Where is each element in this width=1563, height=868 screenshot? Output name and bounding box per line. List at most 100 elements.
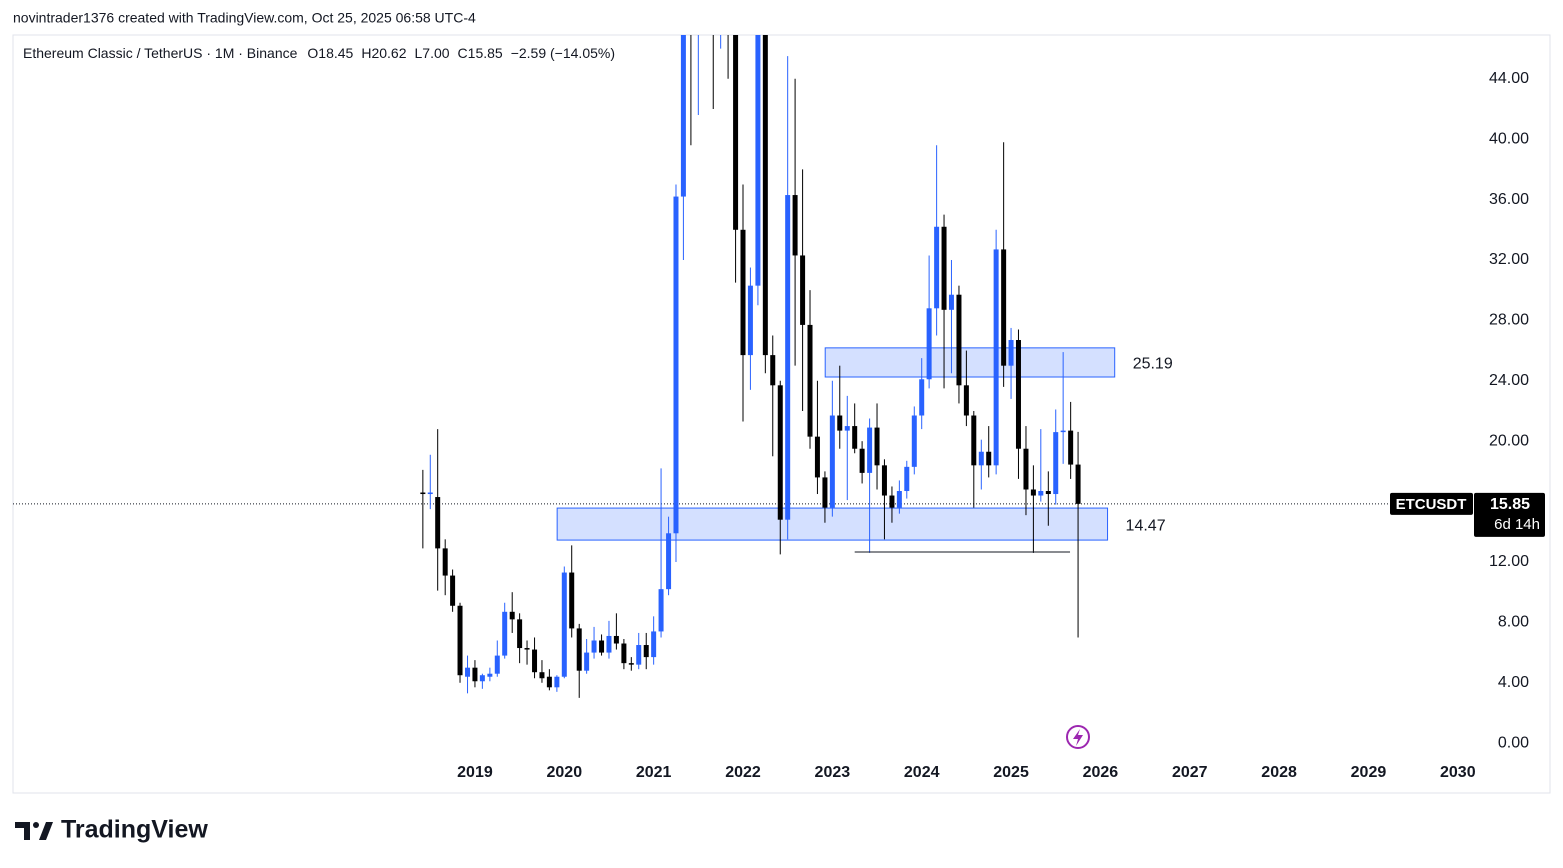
candle-body xyxy=(651,631,657,658)
candle-body xyxy=(628,663,634,665)
candle-body xyxy=(599,640,605,653)
candle-body xyxy=(591,640,597,653)
candle-body xyxy=(658,589,664,632)
y-tick-label: 20.00 xyxy=(1489,432,1529,449)
x-tick-label: 2029 xyxy=(1351,764,1387,781)
candle-body xyxy=(1045,491,1051,495)
candle-body xyxy=(726,0,731,18)
x-tick-label: 2030 xyxy=(1440,764,1476,781)
symbol-tag xyxy=(1390,492,1473,515)
price-tag-label: 15.85 xyxy=(1490,496,1530,513)
overlay: 0.004.008.0012.0016.0020.0024.0028.0032.… xyxy=(457,70,1545,781)
candle-body xyxy=(777,385,783,520)
candle-body xyxy=(569,572,575,629)
event-icon[interactable] xyxy=(1066,725,1090,749)
symbol-tag-label: ETCUSDT xyxy=(1396,496,1467,513)
candle-body xyxy=(643,645,649,658)
y-tick-label: 24.00 xyxy=(1489,372,1529,389)
candle-body xyxy=(978,451,984,466)
candle-body xyxy=(986,451,992,466)
candle-body xyxy=(792,195,798,256)
x-tick-label: 2028 xyxy=(1261,764,1297,781)
candle-body xyxy=(919,379,925,416)
candle-body xyxy=(785,195,791,520)
brand: TradingView xyxy=(61,816,208,844)
logo-dot xyxy=(33,822,39,828)
candle-body xyxy=(867,427,873,473)
chart-frame xyxy=(12,34,1551,794)
candle-body xyxy=(993,249,999,466)
price-tag xyxy=(1474,492,1545,537)
candle-body xyxy=(502,611,508,656)
zone-label: 14.47 xyxy=(1126,517,1166,534)
candle-body xyxy=(1060,430,1066,433)
header: novintrader1376 created with TradingView… xyxy=(13,10,476,26)
x-tick-label: 2027 xyxy=(1172,764,1208,781)
candle-body xyxy=(904,466,910,492)
candle-body xyxy=(539,672,545,679)
x-tick-label: 2022 xyxy=(725,764,761,781)
candle-body xyxy=(524,648,530,650)
candle-body xyxy=(472,667,478,682)
high-label: H20.62 xyxy=(361,45,406,61)
close-label: C15.85 xyxy=(458,45,503,61)
candle-body xyxy=(487,673,493,677)
candle-body xyxy=(450,575,456,606)
candle-body xyxy=(874,427,880,466)
candle-body xyxy=(1068,430,1074,465)
candle-body xyxy=(881,465,887,496)
candle-body xyxy=(971,415,977,466)
change-label: −2.59 (−14.05%) xyxy=(511,45,615,61)
candle-body xyxy=(666,533,672,590)
plot-area xyxy=(13,0,1473,698)
x-tick-label: 2020 xyxy=(547,764,583,781)
candle-body xyxy=(509,611,515,620)
y-tick-label: 8.00 xyxy=(1498,614,1529,631)
candle-body xyxy=(584,652,590,671)
candle-body xyxy=(896,491,902,508)
x-tick-label: 2023 xyxy=(815,764,851,781)
candle-body xyxy=(829,415,835,508)
candle-body xyxy=(457,605,463,676)
zone xyxy=(824,347,1116,378)
candle-body xyxy=(442,548,448,576)
candle-body xyxy=(494,655,500,674)
candle-body xyxy=(770,355,776,386)
candle-body xyxy=(926,308,932,380)
candle-body xyxy=(435,497,441,549)
candle-body xyxy=(941,226,947,310)
candle-body xyxy=(680,35,686,197)
candle-body xyxy=(800,255,806,325)
candle-body xyxy=(636,645,642,665)
candle-body xyxy=(517,619,523,649)
candle-body xyxy=(934,226,940,309)
x-tick-label: 2025 xyxy=(993,764,1029,781)
candle-body xyxy=(673,196,679,534)
y-tick-label: 32.00 xyxy=(1489,251,1529,268)
open-label: O18.45 xyxy=(307,45,353,61)
candle-body xyxy=(1053,432,1059,495)
candle-body xyxy=(948,294,954,310)
candle-body xyxy=(606,635,612,653)
candle-body xyxy=(956,294,962,386)
logo xyxy=(15,822,53,840)
logo-mark xyxy=(15,822,30,840)
candle-body xyxy=(822,477,828,508)
candle-body xyxy=(740,229,746,356)
x-tick-label: 2019 xyxy=(457,764,493,781)
candle-body xyxy=(532,649,538,673)
candle-body xyxy=(420,492,426,495)
candle-body xyxy=(576,628,582,671)
candle-body xyxy=(613,635,619,644)
candle-body xyxy=(554,676,560,688)
candle-body xyxy=(814,436,820,478)
candle-body xyxy=(755,35,761,286)
candle-body xyxy=(1015,340,1021,449)
candle-body xyxy=(621,643,627,664)
candle-body xyxy=(1030,489,1036,496)
candle-body xyxy=(546,676,552,688)
candle-body xyxy=(1008,340,1014,366)
candle-body xyxy=(889,495,895,508)
y-tick-label: 44.00 xyxy=(1489,70,1529,87)
